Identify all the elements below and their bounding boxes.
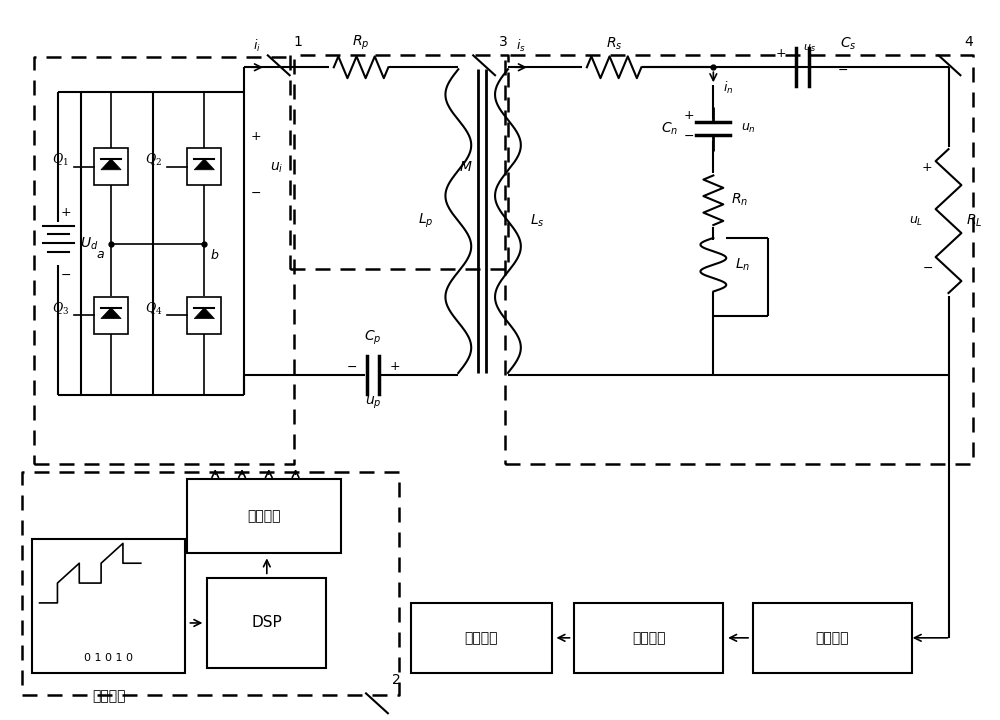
Text: $M$: $M$ — [459, 160, 472, 174]
Text: 电压采样: 电压采样 — [816, 631, 849, 645]
Text: $u_L$: $u_L$ — [909, 215, 924, 228]
Bar — [94, 297, 128, 334]
Text: $Q_4$: $Q_4$ — [145, 300, 162, 317]
Text: 1: 1 — [294, 35, 302, 50]
Text: 解调信号: 解调信号 — [464, 631, 498, 645]
Text: $R_s$: $R_s$ — [606, 36, 622, 53]
Text: 2: 2 — [392, 673, 401, 688]
Polygon shape — [101, 307, 121, 319]
Bar — [753, 603, 912, 672]
Text: $-$: $-$ — [60, 269, 72, 282]
Text: $U_d$: $U_d$ — [80, 235, 99, 251]
Text: $C_s$: $C_s$ — [840, 36, 857, 53]
Text: $C_n$: $C_n$ — [661, 120, 679, 137]
Text: 3: 3 — [499, 35, 508, 50]
Text: $Q_2$: $Q_2$ — [145, 152, 162, 168]
Bar — [187, 148, 221, 185]
Text: $R_p$: $R_p$ — [352, 34, 370, 53]
Text: $L_n$: $L_n$ — [735, 256, 750, 273]
Bar — [187, 297, 221, 334]
Text: $i_s$: $i_s$ — [516, 38, 526, 55]
Text: $L_s$: $L_s$ — [530, 213, 544, 229]
Text: $-$: $-$ — [250, 186, 261, 199]
Text: $-$: $-$ — [922, 261, 933, 274]
Text: $i_n$: $i_n$ — [723, 80, 734, 96]
Polygon shape — [101, 159, 121, 170]
Text: $i_i$: $i_i$ — [253, 38, 261, 55]
Text: $a$: $a$ — [96, 248, 105, 261]
Text: +: + — [60, 206, 71, 219]
Text: DSP: DSP — [251, 616, 282, 631]
Polygon shape — [194, 159, 214, 170]
Text: $L_p$: $L_p$ — [418, 212, 434, 230]
Bar — [207, 578, 326, 667]
Text: 4: 4 — [964, 35, 973, 50]
Text: $Q_1$: $Q_1$ — [52, 152, 69, 168]
Text: +: + — [922, 161, 933, 174]
Text: $u_p$: $u_p$ — [365, 395, 381, 411]
Text: +: + — [683, 109, 694, 122]
Text: 驱动电路: 驱动电路 — [248, 509, 281, 523]
Text: 基带信号: 基带信号 — [92, 690, 125, 703]
Bar — [574, 603, 723, 672]
Text: $R_n$: $R_n$ — [731, 192, 748, 209]
Text: $b$: $b$ — [210, 248, 220, 262]
Bar — [32, 539, 185, 672]
Text: +: + — [390, 360, 400, 373]
Text: +: + — [776, 48, 786, 60]
Text: +: + — [251, 130, 261, 143]
Text: $-$: $-$ — [346, 360, 357, 373]
Text: 检波比较: 检波比较 — [632, 631, 666, 645]
Text: 0 1 0 1 0: 0 1 0 1 0 — [84, 652, 133, 662]
Text: $C_p$: $C_p$ — [364, 329, 382, 347]
Bar — [187, 479, 341, 554]
Text: $u_n$: $u_n$ — [741, 122, 756, 135]
Text: $Q_3$: $Q_3$ — [52, 300, 69, 317]
Bar — [411, 603, 552, 672]
Text: $-$: $-$ — [683, 129, 694, 142]
Text: $u_i$: $u_i$ — [270, 161, 283, 175]
Text: $u_s$: $u_s$ — [803, 42, 816, 55]
Bar — [94, 148, 128, 185]
Text: $-$: $-$ — [837, 63, 849, 76]
Polygon shape — [194, 307, 214, 319]
Text: $R_L$: $R_L$ — [966, 213, 983, 229]
